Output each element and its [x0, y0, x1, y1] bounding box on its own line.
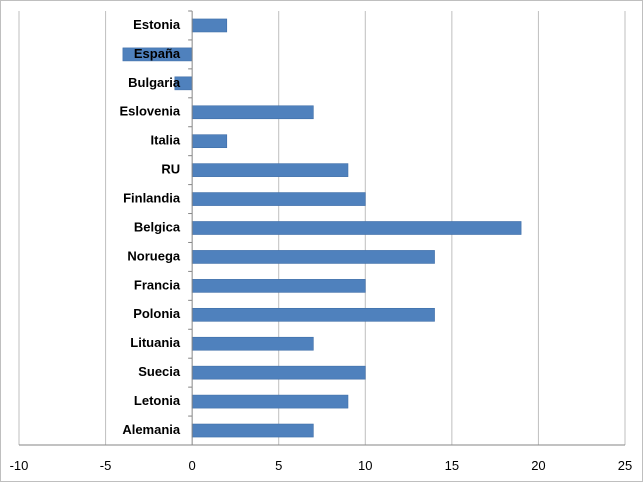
x-tick-label: 20: [531, 458, 545, 473]
bar-10: [191, 307, 435, 322]
bar-13: [191, 394, 349, 409]
category-label: Finlandia: [123, 191, 181, 206]
x-tick-label: 5: [275, 458, 282, 473]
x-tick-label: 0: [189, 458, 196, 473]
bar-4: [191, 134, 228, 149]
bar-11: [191, 336, 314, 351]
bar-8: [191, 250, 435, 264]
category-label: Lituania: [130, 335, 181, 350]
axes: [19, 10, 625, 446]
x-tick-label: 25: [618, 458, 632, 473]
category-label: Alemania: [122, 422, 181, 437]
x-tick-label: -10: [10, 458, 29, 473]
category-label: Bulgaria: [128, 75, 181, 90]
bar-5: [191, 163, 349, 177]
bars: [122, 18, 522, 438]
bar-3: [191, 105, 314, 120]
x-tick-label: 15: [445, 458, 459, 473]
category-label: RU: [161, 162, 180, 177]
bar-9: [191, 279, 366, 293]
bar-12: [191, 365, 366, 380]
category-label: Polonia: [133, 306, 181, 321]
bar-0: [191, 18, 228, 33]
category-label: Letonia: [134, 393, 181, 408]
x-tick-label: 10: [358, 458, 372, 473]
category-label: Francia: [134, 277, 181, 292]
category-label: Estonia: [133, 17, 181, 32]
bar-7: [191, 221, 522, 235]
category-label: Eslovenia: [119, 104, 180, 119]
category-label: España: [134, 46, 181, 61]
category-label: Suecia: [138, 364, 181, 379]
x-tick-label: -5: [100, 458, 112, 473]
bar-6: [191, 192, 366, 206]
category-label: Noruega: [127, 248, 181, 263]
category-label: Belgica: [134, 219, 181, 234]
category-label: Italia: [151, 133, 181, 148]
labels: -10 -5 0 5 10 15 20 25 Estonia España Bulgaria Eslo…: [10, 17, 633, 473]
bar-14: [191, 423, 314, 438]
